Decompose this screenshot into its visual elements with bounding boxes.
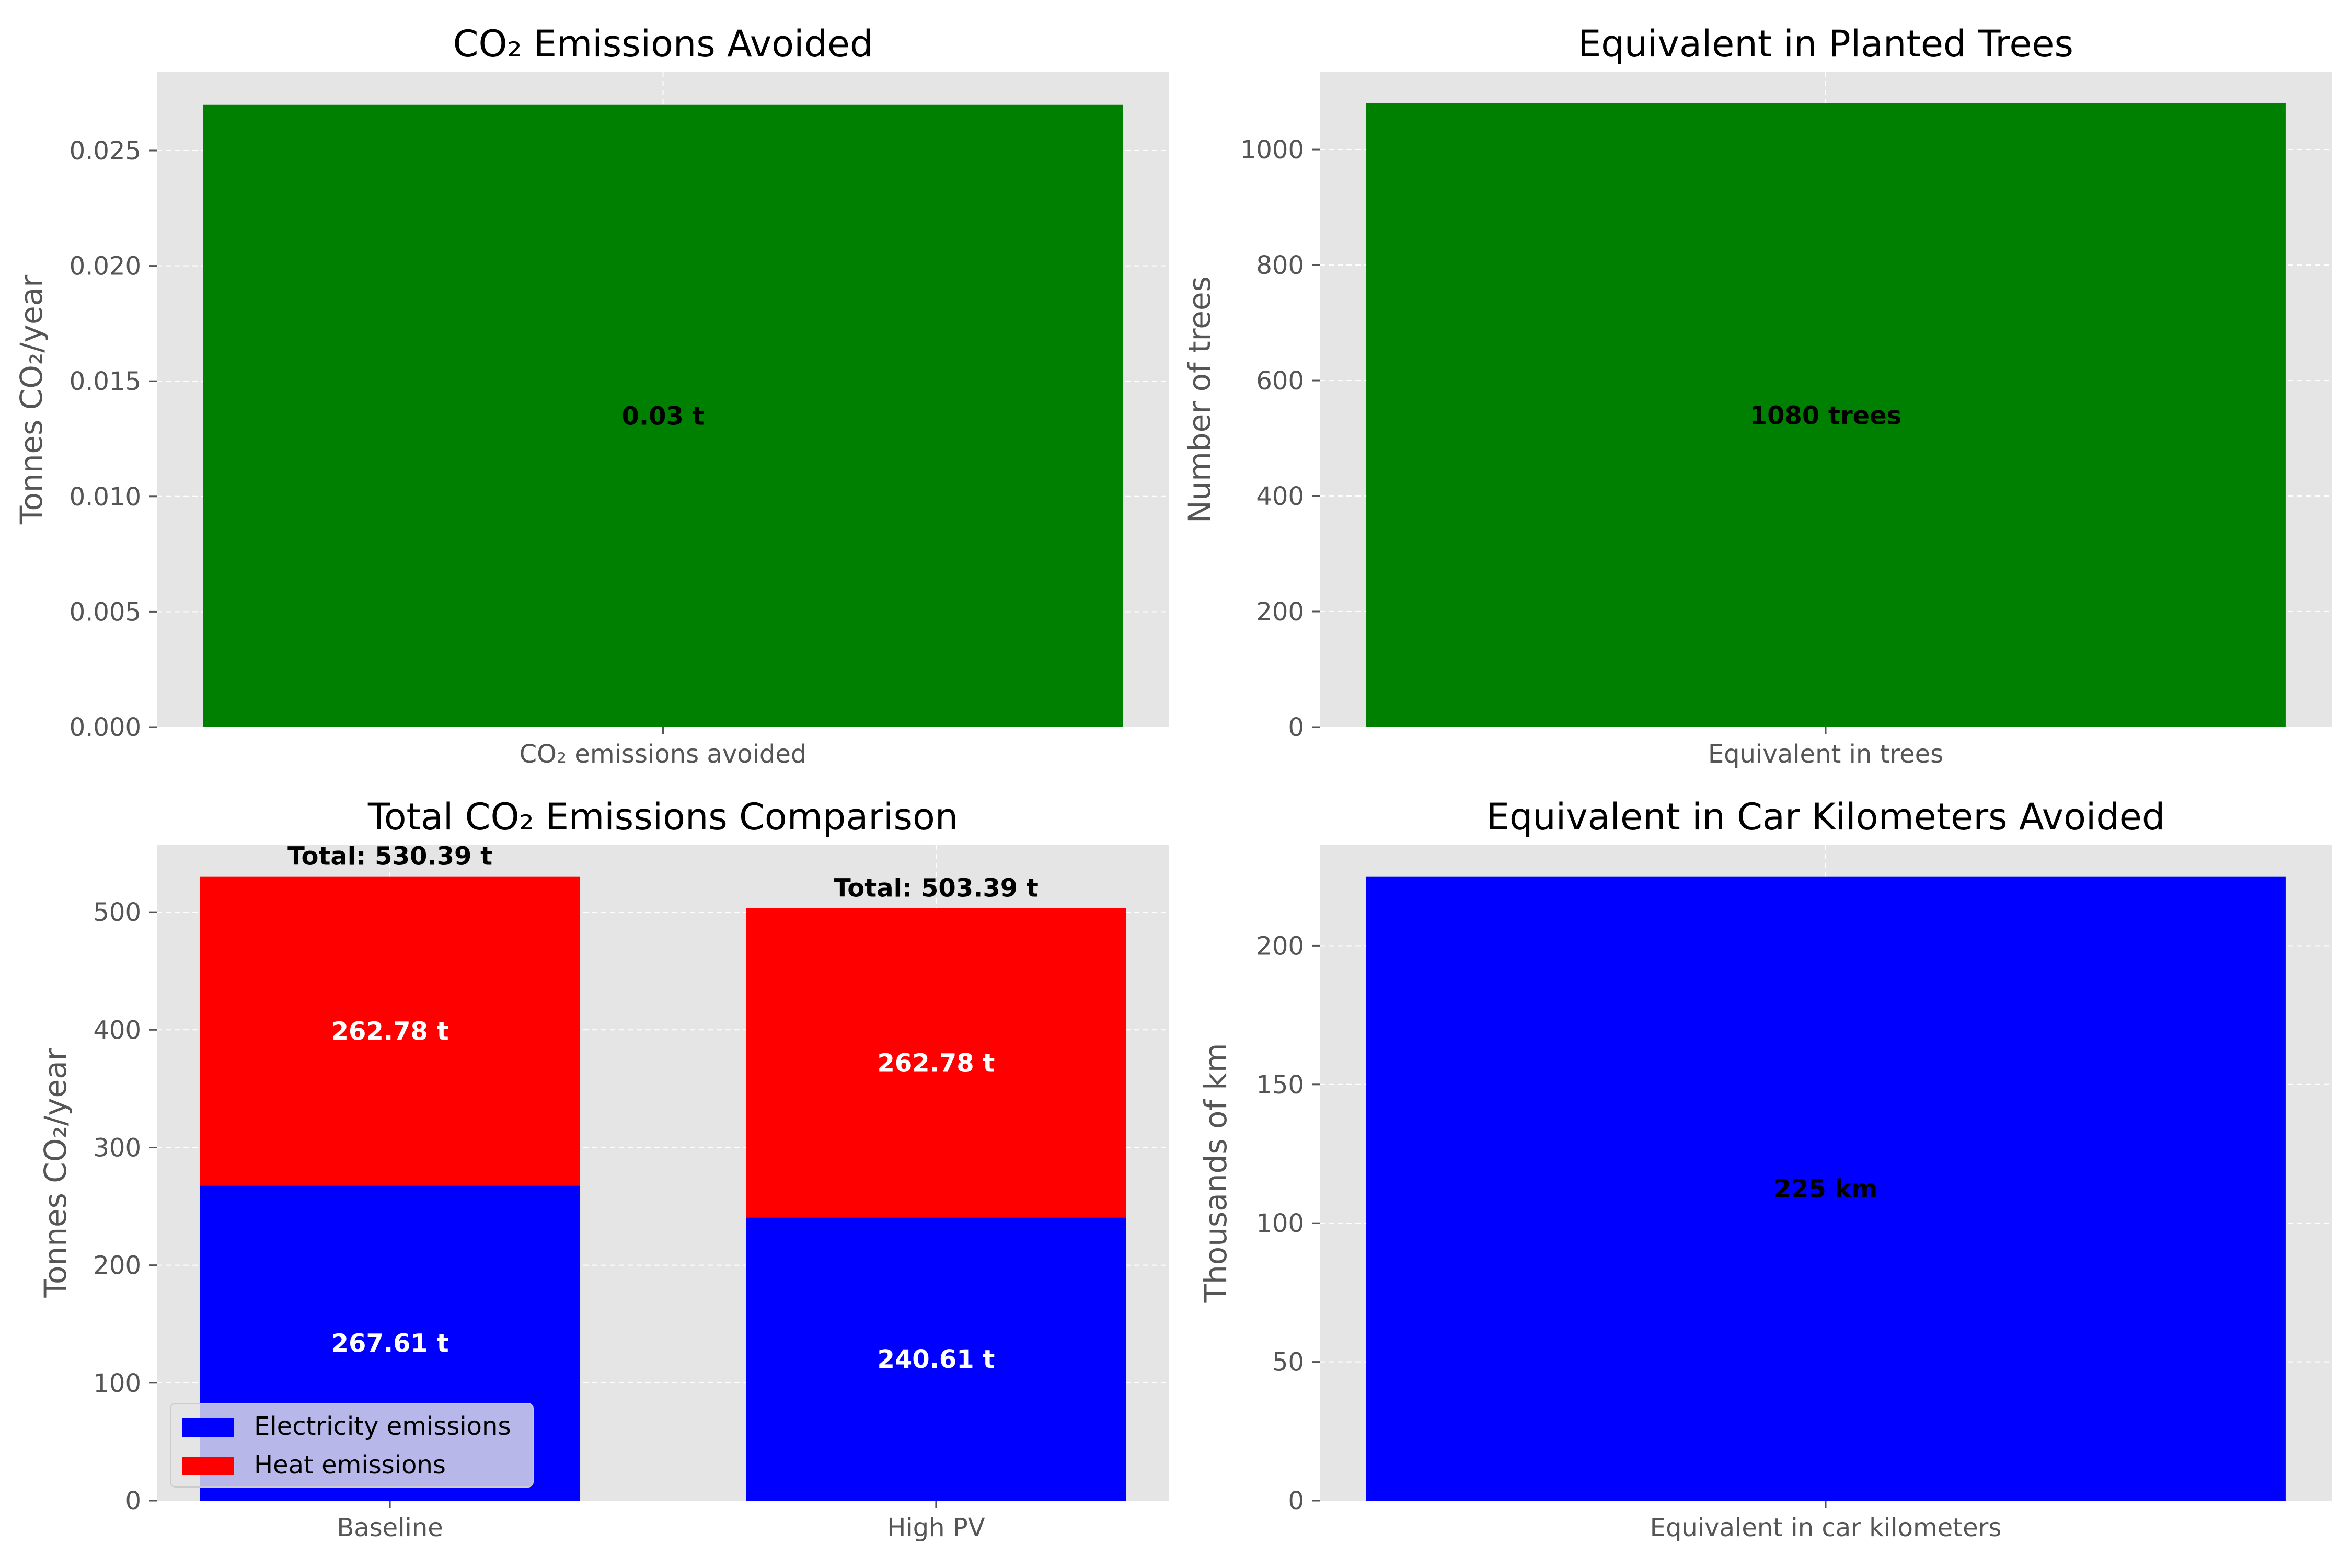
chart-title: Equivalent in Planted Trees	[1578, 22, 2073, 65]
y-tick-label: 500	[93, 898, 141, 927]
y-tick-label: 300	[93, 1133, 141, 1162]
bar-segment	[200, 876, 580, 1186]
total-label: Total: 503.39 t	[834, 873, 1039, 903]
bar	[203, 104, 1123, 728]
data-label: 267.61 t	[331, 1329, 449, 1358]
legend	[170, 1403, 534, 1488]
bar	[1366, 876, 2286, 1501]
x-tick-label: Equivalent in trees	[1708, 740, 1943, 769]
y-axis-label: Thousands of km	[1198, 1043, 1233, 1304]
legend-swatch	[182, 1418, 234, 1437]
y-tick-label: 1000	[1240, 135, 1304, 165]
y-tick-label: 400	[93, 1016, 141, 1045]
legend-label: Heat emissions	[254, 1450, 446, 1480]
chart-title: Equivalent in Car Kilometers Avoided	[1486, 795, 2165, 838]
chart-panel-1: 0.03 t 0.000 0.005 0.010 0.015 0.020 0.025 CO₂ …	[14, 22, 1169, 769]
chart-panel-2: 1080 trees 0 200 400 600 800 1000 Equivalent in…	[1182, 22, 2332, 769]
y-tick-label: 600	[1256, 366, 1304, 396]
y-axis-label: Tonnes CO₂/year	[38, 1048, 73, 1298]
y-axis-label: Tonnes CO₂/year	[14, 275, 49, 525]
y-tick-label: 200	[1256, 931, 1304, 961]
x-tick-label: CO₂ emissions avoided	[520, 740, 807, 769]
y-axis-label: Number of trees	[1182, 276, 1217, 523]
y-tick-label: 800	[1256, 251, 1304, 280]
y-tick-label: 0.020	[70, 252, 141, 281]
total-label: Total: 530.39 t	[287, 842, 492, 871]
y-tick-label: 400	[1256, 482, 1304, 511]
bar	[1366, 103, 2286, 728]
data-label: 1080 trees	[1750, 401, 1902, 430]
y-tick-label: 0	[1288, 713, 1304, 742]
bar-segment	[746, 1217, 1126, 1501]
y-tick-label: 0.005	[70, 597, 141, 627]
y-tick-label: 0.000	[70, 713, 141, 742]
x-tick-label: High PV	[887, 1513, 985, 1542]
y-tick-label: 100	[93, 1369, 141, 1398]
data-label: 240.61 t	[877, 1345, 995, 1374]
y-tick-label: 150	[1256, 1070, 1304, 1100]
y-tick-label: 0.010	[70, 482, 141, 512]
y-tick-label: 0	[1288, 1486, 1304, 1516]
data-label: 225 km	[1774, 1174, 1878, 1204]
y-tick-label: 200	[93, 1251, 141, 1281]
legend-swatch	[182, 1457, 234, 1475]
y-tick-label: 50	[1272, 1348, 1304, 1377]
legend-label: Electricity emissions	[254, 1412, 511, 1441]
data-label: 0.03 t	[621, 401, 704, 431]
x-tick-label: Baseline	[337, 1513, 443, 1542]
y-tick-label: 200	[1256, 597, 1304, 627]
data-label: 262.78 t	[877, 1048, 995, 1078]
x-tick-label: Equivalent in car kilometers	[1650, 1513, 2002, 1542]
chart-title: Total CO₂ Emissions Comparison	[367, 795, 958, 838]
y-tick-label: 100	[1256, 1209, 1304, 1238]
y-tick-label: 0	[125, 1486, 141, 1516]
chart-panel-3: 267.61 t 262.78 t Total: 530.39 t 240.61 t 2…	[38, 795, 1169, 1542]
chart-panel-4: 225 km 0 50 100 150 200 Equivalent in car kilo…	[1198, 795, 2332, 1542]
y-tick-label: 0.025	[70, 136, 141, 166]
chart-title: CO₂ Emissions Avoided	[453, 22, 873, 65]
y-tick-label: 0.015	[70, 367, 141, 396]
data-label: 262.78 t	[331, 1017, 449, 1046]
bar-segment	[746, 908, 1126, 1218]
